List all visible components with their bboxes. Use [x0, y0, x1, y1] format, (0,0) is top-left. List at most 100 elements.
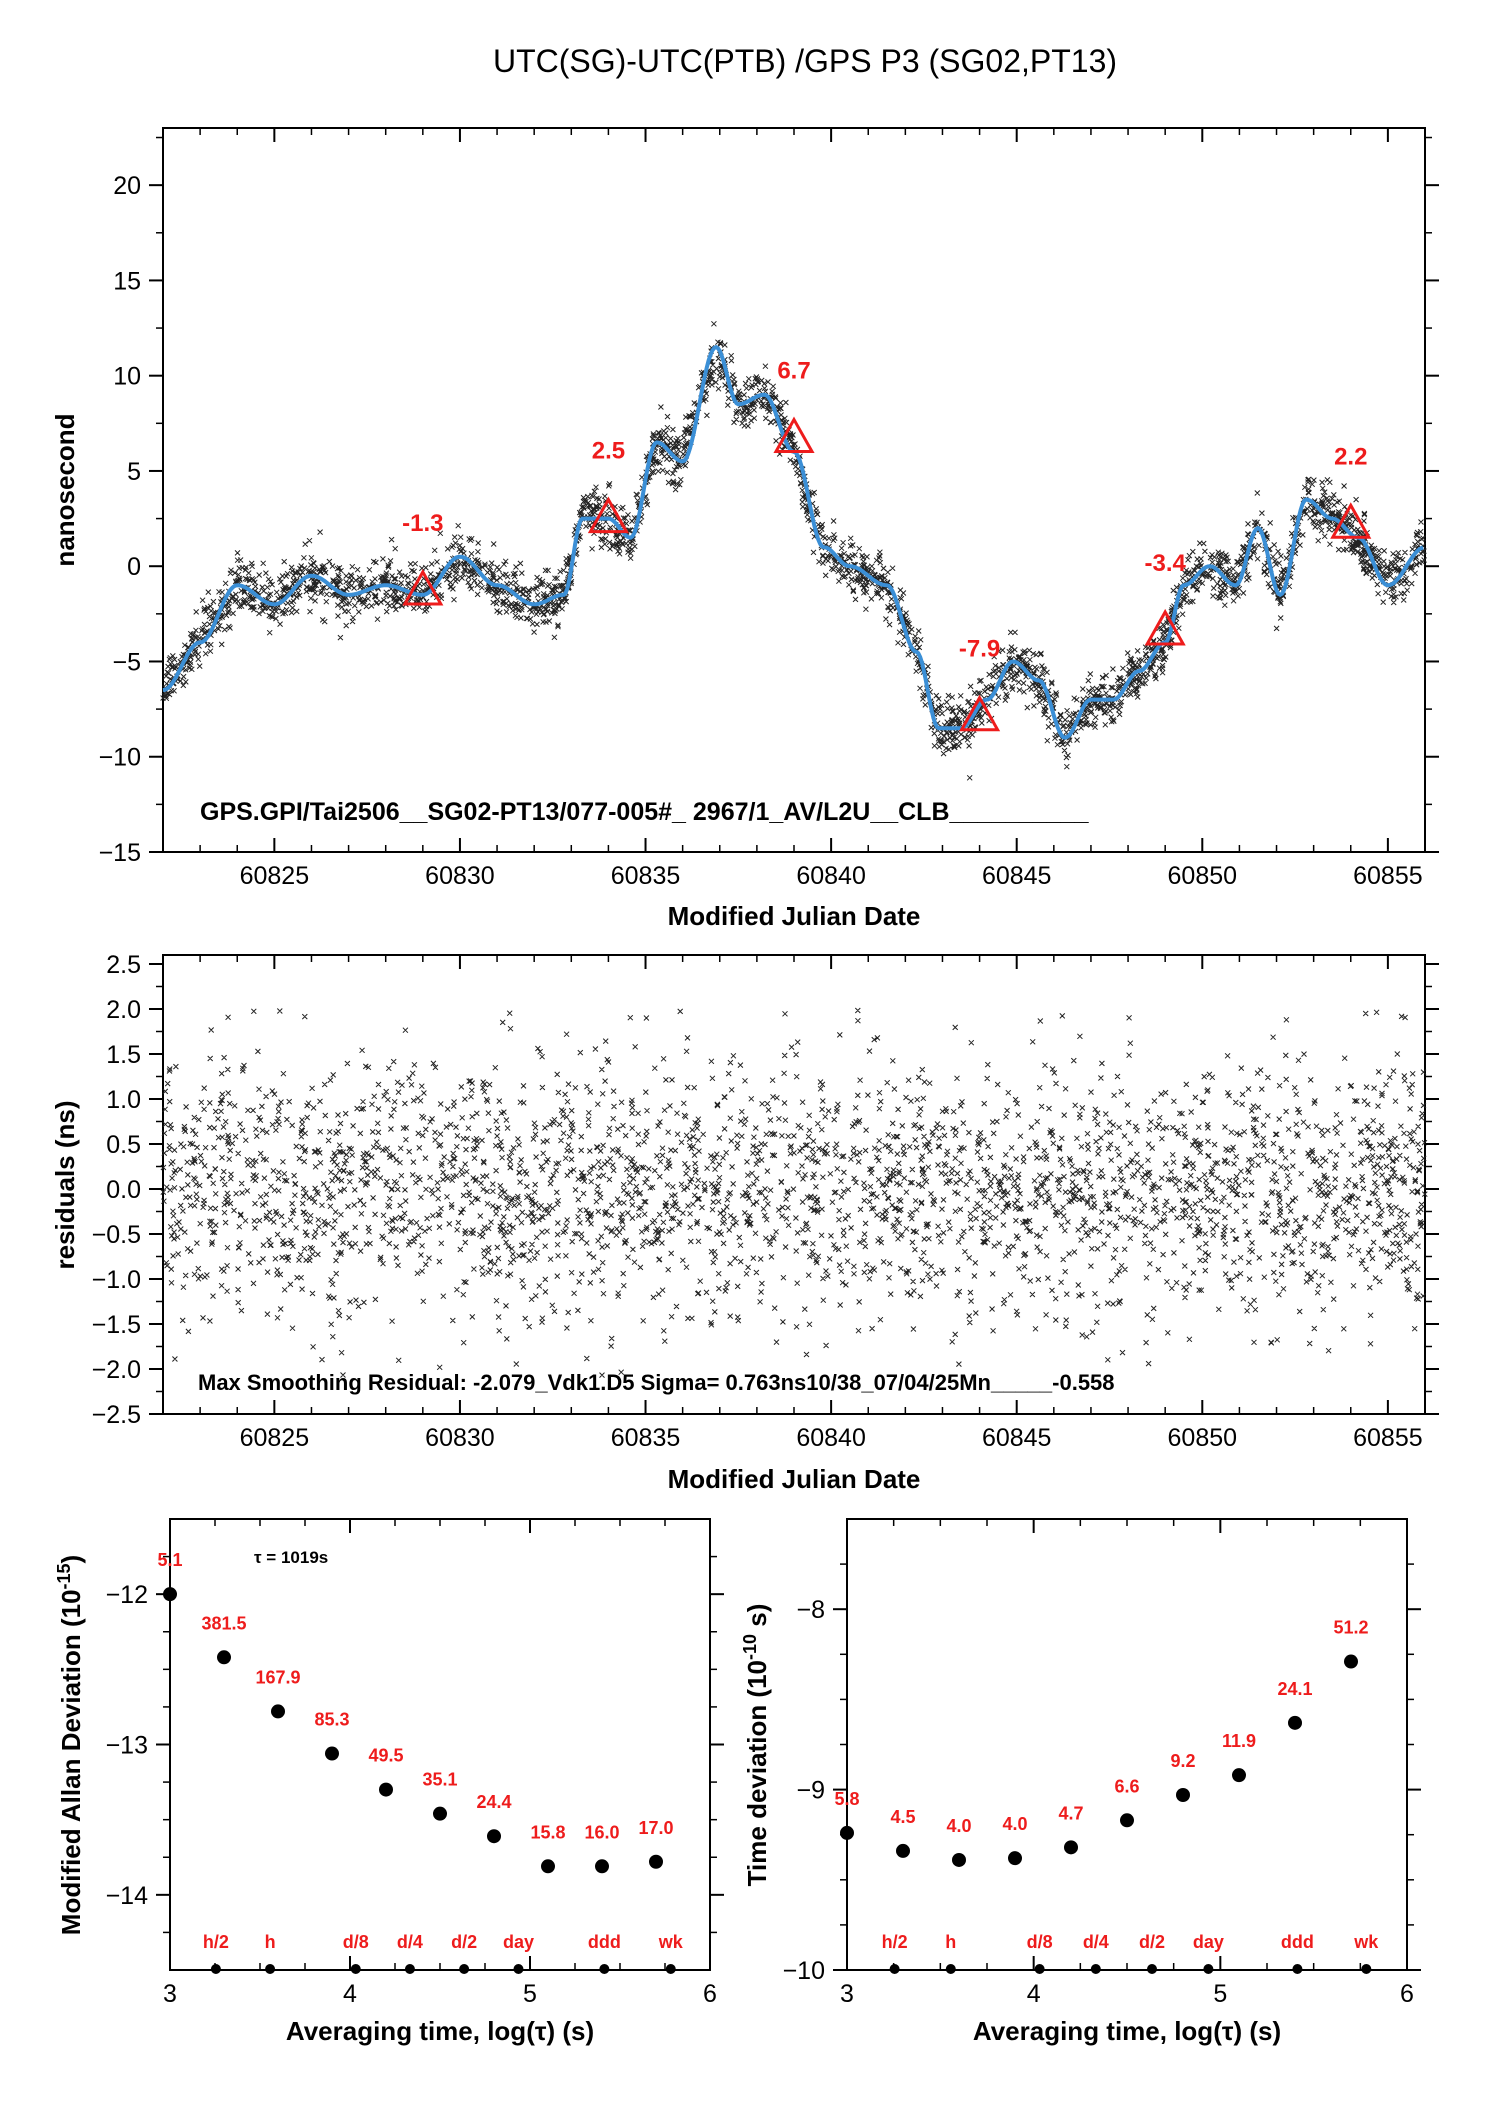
tdev-ylabel-exp: -10: [740, 1634, 760, 1660]
x-tick-label: 4: [343, 1980, 357, 2008]
interval-label: h/2: [882, 1932, 908, 1952]
triangle-marker: [1144, 608, 1186, 646]
x-tick-label: 60830: [425, 862, 495, 890]
deviation-point: [541, 1859, 555, 1874]
triangle-label: -3.4: [1144, 550, 1186, 577]
deviation-label: 5.1: [157, 1550, 182, 1570]
y-tick-label: 1.5: [106, 1041, 141, 1069]
deviation-point: [487, 1829, 501, 1844]
top-smoothed-line: [162, 344, 1424, 740]
triangle-marker: [402, 568, 444, 606]
tdev-xlabel: Averaging time, log(τ) (s): [973, 2016, 1281, 2046]
middle-axes: 60825 60830 60835 60840 60845 60850 60855 2.5 2.…: [92, 951, 1439, 1452]
x-tick-label: 60840: [796, 862, 866, 890]
deviation-point: [952, 1852, 966, 1867]
deviation-point: [379, 1782, 393, 1797]
interval-label: ddd: [588, 1932, 621, 1952]
allan-deviation-panel: 5.1 381.5 167.9 85.3 49.5 35.1 24.4 15.8 16.0 17.…: [54, 1518, 724, 2046]
middle-xlabel: Modified Julian Date: [668, 1464, 921, 1494]
triangle-label: -7.9: [959, 636, 1000, 663]
top-xlabel: Modified Julian Date: [668, 901, 921, 931]
triangle-label: -1.3: [402, 510, 443, 537]
allan-ylabel-main: Modified Allan Deviation (10: [56, 1589, 86, 1935]
triangle-marker: [773, 416, 815, 454]
interval-label: wk: [658, 1932, 684, 1952]
deviation-label: 9.2: [1170, 1751, 1195, 1771]
deviation-label: 16.0: [584, 1822, 619, 1842]
interval-label: h/2: [203, 1932, 229, 1952]
deviation-point: [1176, 1788, 1190, 1803]
x-tick-label: 5: [1213, 1980, 1227, 2008]
deviation-label: 17.0: [638, 1818, 673, 1838]
middle-frame: [162, 954, 1426, 1415]
tdev-ylabel: Time deviation (10-10 s): [740, 1604, 772, 1887]
y-tick-label: −0.5: [92, 1221, 141, 1249]
deviation-point: [595, 1859, 609, 1874]
y-tick-label: −9: [796, 1777, 825, 1805]
residual-points: [160, 1007, 1428, 1378]
interval-label: day: [503, 1932, 534, 1952]
allan-axes: 3 4 5 6 −12 −13 −14: [106, 1519, 724, 2008]
tdev-frame: [846, 1518, 1408, 1971]
top-ylabel: nanosecond: [50, 413, 80, 566]
deviation-label: 15.8: [530, 1822, 565, 1842]
deviation-point: [896, 1843, 910, 1858]
top-raw-points: [160, 320, 1427, 781]
y-tick-label: 0: [127, 553, 141, 581]
x-tick-label: 60850: [1168, 1424, 1238, 1452]
x-tick-label: 60845: [982, 862, 1052, 890]
interval-marker: [1292, 1964, 1303, 1974]
y-tick-label: −10: [783, 1957, 825, 1985]
top-annotation: GPS.GPI/Tai2506__SG02-PT13/077-005#_ 296…: [200, 798, 1090, 826]
deviation-label: 4.0: [1002, 1814, 1027, 1834]
x-tick-label: 60840: [796, 1424, 866, 1452]
y-tick-label: −14: [106, 1882, 149, 1910]
allan-ylabel-exp: -15: [54, 1563, 74, 1589]
interval-marker: [513, 1964, 524, 1974]
x-tick-label: 60835: [611, 862, 681, 890]
middle-annotation: Max Smoothing Residual: -2.079_Vdk1.D5 S…: [198, 1370, 1115, 1395]
interval-label: wk: [1353, 1932, 1379, 1952]
deviation-label: 381.5: [201, 1613, 246, 1633]
interval-marker: [1034, 1964, 1045, 1974]
allan-frame: [169, 1518, 711, 1971]
triangle-marker: [1330, 502, 1372, 539]
deviation-label: 4.5: [890, 1807, 915, 1827]
tau-note: τ = 1019s: [254, 1548, 328, 1567]
y-tick-label: −1.5: [92, 1311, 141, 1339]
interval-label: h: [945, 1932, 956, 1952]
interval-marker: [1090, 1964, 1101, 1974]
x-tick-label: 60825: [240, 862, 310, 890]
interval-marker: [210, 1964, 221, 1974]
y-tick-label: −13: [106, 1732, 148, 1760]
y-tick-label: −2.5: [92, 1401, 141, 1429]
x-tick-label: 6: [1400, 1980, 1414, 2008]
interval-marker: [1361, 1964, 1372, 1974]
allan-xlabel: Averaging time, log(τ) (s): [286, 2016, 594, 2046]
top-frame: [162, 127, 1426, 853]
tdev-data-points: 5.8 4.5 4.0 4.0 4.7 6.6 9.2 11.9 24.1 51.2 h/2 h d/8…: [834, 1618, 1379, 1974]
time-deviation-panel: 5.8 4.5 4.0 4.0 4.7 6.6 9.2 11.9 24.1 51.2 h/2 h d/8…: [740, 1518, 1421, 2046]
x-tick-label: 60850: [1168, 862, 1238, 890]
interval-label: h: [265, 1932, 276, 1952]
allan-ylabel-end: ): [56, 1555, 86, 1564]
deviation-point: [325, 1746, 339, 1761]
deviation-point: [649, 1854, 663, 1869]
x-tick-label: 60835: [611, 1424, 681, 1452]
y-tick-label: −1.0: [92, 1266, 141, 1294]
deviation-point: [1008, 1851, 1022, 1866]
triangle-label: 2.5: [592, 438, 625, 465]
interval-label: day: [1193, 1932, 1224, 1952]
deviation-point: [271, 1704, 285, 1719]
triangle-label: 6.7: [777, 358, 810, 385]
interval-label: d/8: [343, 1932, 369, 1952]
deviation-label: 4.0: [946, 1816, 971, 1836]
y-tick-label: −10: [99, 744, 141, 772]
deviation-label: 5.8: [834, 1789, 859, 1809]
deviation-label: 35.1: [422, 1770, 457, 1790]
deviation-point: [1232, 1768, 1246, 1783]
y-tick-label: 1.0: [106, 1086, 141, 1114]
triangle-marker: [587, 496, 629, 534]
deviation-label: 85.3: [314, 1710, 349, 1730]
